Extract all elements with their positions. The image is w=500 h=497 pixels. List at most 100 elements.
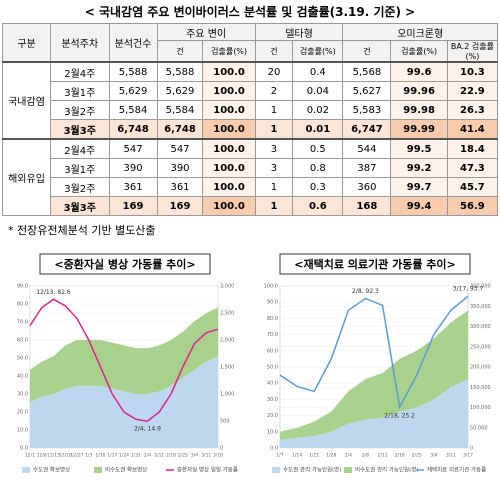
y2-tick-label: 2,500 [220, 311, 234, 317]
header-cell: 오미크론형 [342, 23, 498, 41]
area [30, 356, 218, 448]
cell: 5,588 [156, 61, 204, 82]
chart: <재택치료 의료기관 가동률 추이> 0.0 10.0 20.0 30.0 40.0 50… [264, 253, 491, 474]
cell: 547 [108, 138, 158, 159]
header-row: 구분 분석주차 분석건수 주요 변이 델타형 오미크론형 [1, 23, 498, 63]
annotation: 12/13, 82.6 [36, 289, 71, 296]
y2-tick-label: 200,000 [470, 365, 491, 371]
cell: 2월4주 [50, 61, 110, 82]
legend-swatch [272, 467, 280, 473]
y-tick-label: 50.0 [17, 356, 28, 362]
title-box [279, 253, 471, 275]
x-tick-label: 2/25 [412, 453, 422, 459]
header-cell: 검출률(%) [292, 40, 344, 63]
area [280, 379, 468, 448]
cell: 547 [156, 138, 204, 159]
y-tick-label: 40.0 [17, 374, 28, 380]
legend-label: 수도권 관리 가능인원(명) [283, 466, 341, 474]
y2-tick-label: 250,000 [470, 344, 491, 350]
y2-tick-label: 100,000 [470, 405, 491, 411]
cell: 0.04 [292, 81, 344, 101]
table-row: 국내감염 2월4주 5,588 5,588 100.0 20 0.4 5,568 99.6 10.… [1, 61, 499, 140]
y2-tick-label: 400,000 [470, 284, 491, 290]
y-tick-label: 40.0 [267, 381, 278, 387]
y-tick-label: 30.0 [17, 392, 28, 398]
y2-tick-label: 50,000 [470, 425, 488, 431]
y2-tick-label: 150,000 [470, 385, 491, 391]
y-tick-label: 60.0 [267, 348, 278, 354]
cell: 0.4 [292, 61, 344, 82]
x-tick-label: 2/25 [178, 453, 188, 459]
y-tick-label: 90.0 [267, 300, 278, 306]
cell: 5,629 [108, 81, 158, 101]
y2-tick-label: 350,000 [470, 304, 491, 310]
x-tick-label: 3/4 [191, 453, 198, 459]
legend-label: 비수도권 확보병상 [105, 466, 147, 474]
cell: 1 [254, 119, 294, 140]
cell: 3월2주 [50, 177, 110, 197]
y-tick-label: 90.0 [17, 284, 28, 290]
annotation: 2/18, 25.2 [384, 413, 415, 420]
cell: 56.9 [446, 196, 499, 216]
x-tick-label: 12/27 [71, 453, 84, 459]
cell: 0.5 [292, 138, 344, 159]
cell: 1 [254, 196, 294, 216]
header-cell: 건 [254, 40, 294, 63]
cell: 361 [156, 177, 204, 197]
y-tick-label: 80.0 [17, 302, 28, 308]
cell: 3 [254, 138, 294, 159]
cell: 169 [156, 196, 204, 216]
y-tick-label: 30.0 [267, 397, 278, 403]
cell: 47.3 [446, 158, 499, 178]
cell: 0.6 [292, 196, 344, 216]
legend-label: 중환자실 병상 일일 가동률 [177, 466, 238, 474]
group-cell: 국내감염 [1, 61, 52, 140]
cell: 5,588 [108, 61, 158, 82]
legend-swatch [344, 467, 352, 473]
cell: 26.3 [446, 100, 499, 120]
table-row: 3월2주 5,584 5,584 100.0 1 0.02 5,583 99.98 26.3 [3, 100, 499, 120]
x-tick-label: 1/10 [95, 453, 105, 459]
cell: 5,584 [156, 100, 204, 120]
cell: 10.3 [446, 61, 499, 82]
header-cell: BA.2 검출률(%) [446, 40, 499, 63]
cell: 99.7 [390, 177, 448, 197]
header-cell: 건 [342, 40, 392, 63]
y2-tick-label: 3,000 [220, 284, 234, 290]
header-cell: 델타형 [254, 23, 344, 41]
line [279, 295, 469, 410]
x-tick-label: 2/11 [377, 453, 387, 459]
header-cell: 구분 [1, 23, 52, 63]
y2-tick-label: 1,000 [220, 392, 234, 398]
y-tick-label: 70.0 [267, 332, 278, 338]
y2-tick-label: 300,000 [470, 324, 491, 330]
cell: 45.7 [446, 177, 499, 197]
y2-tick-label: 2,000 [220, 338, 234, 344]
variant-table: 구분 분석주차 분석건수 주요 변이 델타형 오미크론형 건 검출률(%) 건 검출률(%) 건 검출… [1, 23, 499, 216]
table-row: 해외유입 2월4주 547 547 100.0 3 0.5 544 99.5 18.4 [1, 138, 499, 216]
y-tick-label: 20.0 [17, 410, 28, 416]
annotation: 3/17, 93.7 [453, 286, 484, 293]
cell: 0.01 [292, 119, 344, 140]
cell: 6,747 [342, 119, 392, 140]
x-tick-label: 1/17 [107, 453, 117, 459]
table-row: 3월1주 5,629 5,629 100.0 2 0.04 5,627 99.96 22.9 [3, 81, 499, 101]
cell: 99.6 [390, 61, 448, 82]
cell: 100.0 [202, 61, 256, 82]
x-tick-label: 2/11 [154, 453, 164, 459]
y-tick-label: 70.0 [17, 320, 28, 326]
cell: 390 [108, 158, 158, 178]
x-tick-label: 12/1 [25, 453, 35, 459]
x-tick-label: 1/24 [119, 453, 129, 459]
cell: 5,568 [342, 61, 392, 82]
area [30, 307, 218, 403]
table-row: 3월3주 6,748 6,748 100.0 1 0.01 6,747 99.99 41.4 [3, 119, 499, 140]
cell: 3월1주 [50, 158, 110, 178]
legend-swatch [22, 467, 30, 473]
header-cell: 건 [156, 40, 204, 63]
chart-title: <중환자실 병상 가동률 추이> [54, 257, 195, 271]
x-tick-label: 3/18 [213, 453, 223, 459]
y-tick-label: 50.0 [267, 365, 278, 371]
annotation: 2/4, 14.9 [134, 426, 161, 433]
x-tick-label: 3/17 [463, 453, 473, 459]
